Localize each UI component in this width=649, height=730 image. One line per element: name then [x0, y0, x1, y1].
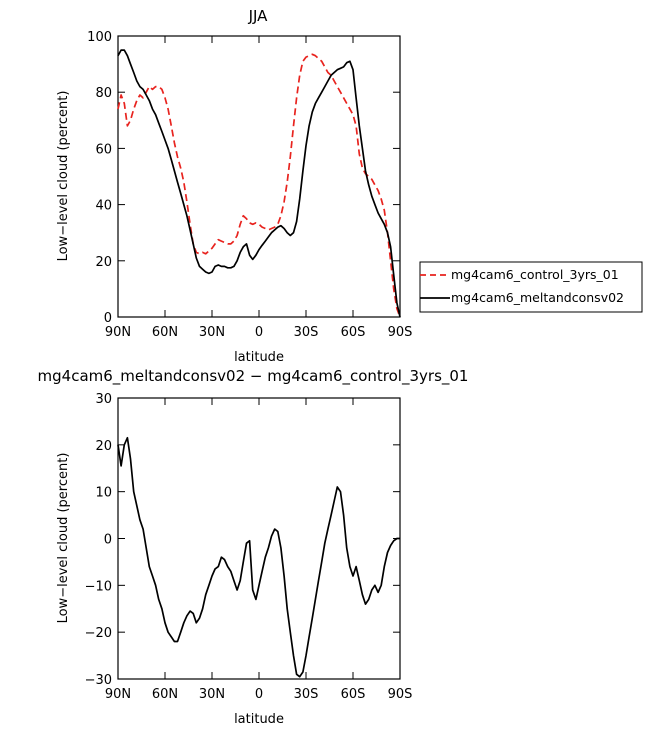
- x-ticks-bottom: 90N 60N 30N 0 30S 60S 90S: [105, 398, 413, 702]
- chart-top: JJA 0 20 40 60 80 100 90N 60N 30N 0 30S 60S 90S lat…: [56, 7, 412, 365]
- legend-label-meltandconsv: mg4cam6_meltandconsv02: [451, 290, 624, 305]
- y-tick-label-bottom: 20: [95, 439, 112, 454]
- x-tick-label-bottom: 0: [255, 687, 263, 702]
- y-tick-label-top: 40: [95, 199, 112, 214]
- x-axis-label-bottom: latitude: [234, 712, 284, 727]
- x-tick-label-top: 90S: [388, 325, 413, 340]
- x-tick-label-top: 90N: [105, 325, 131, 340]
- x-tick-label-bottom: 30S: [294, 687, 319, 702]
- y-tick-label-bottom: 0: [104, 533, 112, 548]
- y-tick-label-bottom: −30: [85, 673, 112, 688]
- chart-title-top: JJA: [248, 7, 269, 25]
- legend: mg4cam6_control_3yrs_01 mg4cam6_meltandc…: [419, 261, 643, 313]
- y-tick-label-bottom: 10: [95, 486, 112, 501]
- x-tick-label-top: 30N: [199, 325, 225, 340]
- chart-title-bottom: mg4cam6_meltandconsv02 − mg4cam6_control…: [38, 367, 469, 386]
- x-tick-label-top: 30S: [294, 325, 319, 340]
- series-line-mg4cam6-meltandconsv02: [117, 49, 401, 318]
- x-tick-label-top: 60N: [152, 325, 178, 340]
- series-line-mg4cam6-control-3yrs-01: [117, 53, 401, 318]
- y-tick-label-top: 100: [87, 30, 112, 45]
- x-tick-label-bottom: 30N: [199, 687, 225, 702]
- y-ticks-top: 0 20 40 60 80 100: [87, 30, 400, 326]
- x-tick-label-bottom: 90N: [105, 687, 131, 702]
- y-tick-label-top: 80: [95, 86, 112, 101]
- series-line-difference: [117, 436, 400, 678]
- x-tick-label-top: 60S: [341, 325, 366, 340]
- y-tick-label-top: 60: [95, 142, 112, 157]
- legend-label-control: mg4cam6_control_3yrs_01: [451, 267, 619, 282]
- y-tick-label-bottom: 30: [95, 392, 112, 407]
- x-tick-label-top: 0: [255, 325, 263, 340]
- y-tick-label-top: 0: [104, 311, 112, 326]
- x-ticks-top: 90N 60N 30N 0 30S 60S 90S: [105, 36, 413, 340]
- y-axis-label-top: Low−level cloud (percent): [56, 91, 71, 262]
- plot-frame-bottom: [117, 397, 401, 680]
- y-tick-label-bottom: −20: [85, 626, 112, 641]
- series-lines-bottom: [117, 436, 400, 678]
- plot-frame-top: [117, 35, 401, 318]
- y-tick-label-top: 20: [95, 255, 112, 270]
- x-tick-label-bottom: 60N: [152, 687, 178, 702]
- y-tick-label-bottom: −10: [85, 579, 112, 594]
- x-tick-label-bottom: 90S: [388, 687, 413, 702]
- x-axis-label-top: latitude: [234, 350, 284, 365]
- y-axis-label-bottom: Low−level cloud (percent): [56, 453, 71, 624]
- legend-box: [419, 261, 643, 313]
- x-tick-label-bottom: 60S: [341, 687, 366, 702]
- chart-bottom: mg4cam6_meltandconsv02 − mg4cam6_control…: [38, 367, 469, 727]
- series-lines-top: [117, 49, 401, 318]
- y-ticks-bottom: −30 −20 −10 0 10 20 30: [85, 392, 400, 688]
